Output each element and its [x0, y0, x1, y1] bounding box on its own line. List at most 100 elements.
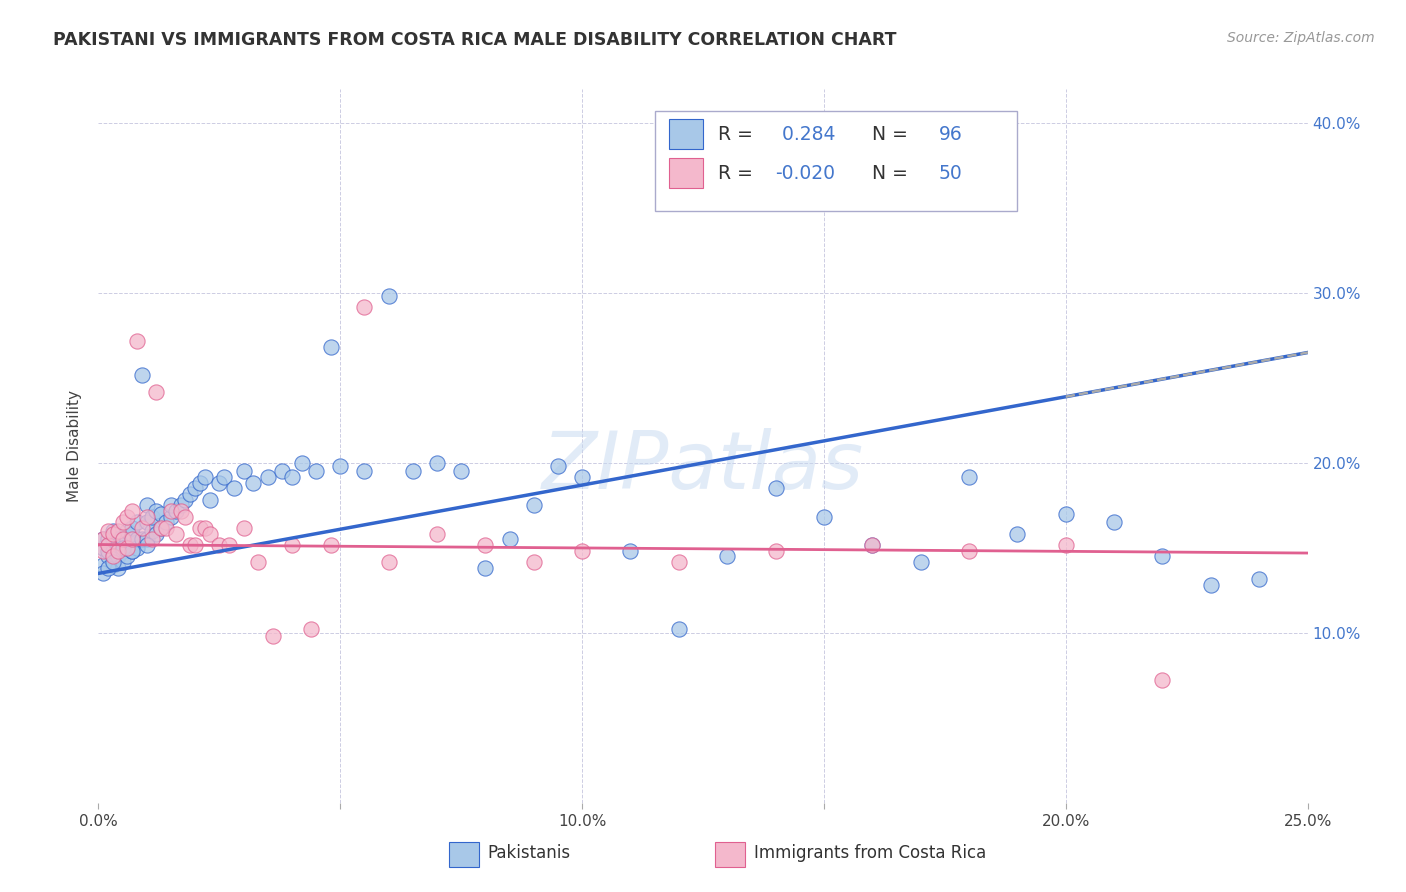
Point [131, 520, 153, 534]
FancyBboxPatch shape [655, 111, 1018, 211]
Point [127, 516, 149, 530]
Point [111, 533, 134, 547]
Point [377, 555, 399, 569]
Point [319, 341, 342, 355]
Point [155, 520, 177, 534]
Point [1152, 673, 1174, 688]
Point [860, 537, 883, 551]
Point [131, 533, 153, 547]
Point [131, 368, 153, 382]
Point [232, 520, 254, 534]
Point [150, 520, 173, 534]
Point [1152, 549, 1174, 564]
Point [426, 456, 449, 470]
Point [474, 561, 496, 575]
Point [135, 533, 157, 547]
Point [101, 533, 124, 547]
Point [117, 541, 139, 555]
Point [121, 527, 143, 541]
Point [188, 520, 211, 534]
Point [101, 527, 124, 541]
Point [121, 533, 143, 547]
Point [97, 537, 120, 551]
Point [450, 465, 472, 479]
Point [1199, 578, 1222, 592]
Point [194, 469, 217, 483]
Point [97, 537, 120, 551]
Point [571, 544, 593, 558]
Point [208, 537, 231, 551]
Point [117, 510, 139, 524]
Point [353, 465, 375, 479]
Point [174, 493, 197, 508]
Point [1054, 507, 1077, 521]
Point [91, 558, 114, 572]
Point [135, 499, 157, 513]
Point [262, 629, 284, 643]
Point [242, 476, 264, 491]
Point [101, 524, 124, 538]
Point [179, 486, 201, 500]
Point [957, 544, 980, 558]
Point [111, 541, 134, 555]
Point [668, 555, 690, 569]
Point [135, 516, 157, 530]
Point [571, 469, 593, 483]
Point [107, 544, 129, 558]
Text: 0.284: 0.284 [776, 125, 835, 144]
Point [716, 549, 738, 564]
Point [111, 544, 134, 558]
Point [1007, 527, 1029, 541]
Point [290, 456, 312, 470]
Text: ZIPatlas: ZIPatlas [541, 428, 865, 507]
Point [198, 527, 221, 541]
Point [329, 459, 352, 474]
FancyBboxPatch shape [669, 159, 703, 188]
Point [97, 544, 120, 558]
Point [121, 503, 143, 517]
Point [1249, 572, 1271, 586]
Point [619, 544, 641, 558]
Point [121, 544, 143, 558]
Point [101, 558, 124, 572]
Point [111, 541, 134, 555]
Point [127, 541, 149, 555]
Point [97, 533, 120, 547]
Point [426, 527, 449, 541]
Point [101, 549, 124, 564]
Point [198, 493, 221, 508]
Point [184, 482, 207, 496]
Point [141, 524, 163, 538]
Text: 96: 96 [939, 125, 963, 144]
Point [353, 300, 375, 314]
Text: Pakistanis: Pakistanis [488, 844, 571, 862]
Text: Source: ZipAtlas.com: Source: ZipAtlas.com [1227, 31, 1375, 45]
Point [160, 503, 183, 517]
Point [184, 537, 207, 551]
Point [222, 482, 245, 496]
Point [101, 549, 124, 564]
Point [145, 527, 167, 541]
Point [141, 533, 163, 547]
Point [91, 544, 114, 558]
Point [498, 533, 520, 547]
Point [117, 541, 139, 555]
Point [121, 533, 143, 547]
Point [121, 544, 143, 558]
Point [547, 459, 569, 474]
FancyBboxPatch shape [669, 120, 703, 149]
Point [101, 555, 124, 569]
Point [1102, 516, 1125, 530]
Point [165, 503, 187, 517]
Point [117, 549, 139, 564]
Text: Immigrants from Costa Rica: Immigrants from Costa Rica [754, 844, 986, 862]
Point [765, 544, 787, 558]
Point [111, 555, 134, 569]
Point [179, 537, 201, 551]
Point [910, 555, 932, 569]
Point [160, 499, 183, 513]
Point [281, 537, 304, 551]
Text: PAKISTANI VS IMMIGRANTS FROM COSTA RICA MALE DISABILITY CORRELATION CHART: PAKISTANI VS IMMIGRANTS FROM COSTA RICA … [53, 31, 897, 49]
Point [135, 537, 157, 551]
Point [957, 469, 980, 483]
